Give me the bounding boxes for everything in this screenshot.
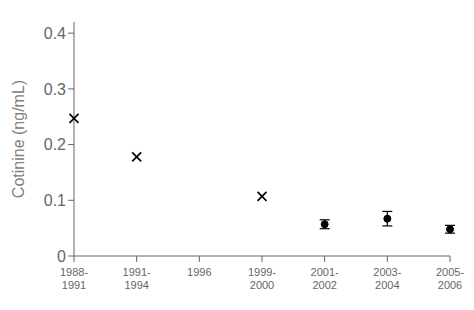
svg-text:1991-1994: 1991-1994 [123,266,151,291]
svg-text:2005-2006: 2005-2006 [436,266,464,291]
svg-text:0.3: 0.3 [44,81,66,98]
svg-text:0.1: 0.1 [44,192,66,209]
svg-text:0.2: 0.2 [44,136,66,153]
svg-text:0.4: 0.4 [44,25,66,42]
svg-text:2001-2002: 2001-2002 [311,266,339,291]
svg-text:1996: 1996 [187,266,211,278]
svg-text:0: 0 [57,248,66,265]
svg-text:Cotinine (ng/mL): Cotinine (ng/mL) [10,80,27,198]
svg-text:1988-1991: 1988-1991 [60,266,88,291]
svg-text:1999-2000: 1999-2000 [248,266,276,291]
svg-text:2003-2004: 2003-2004 [373,266,401,291]
